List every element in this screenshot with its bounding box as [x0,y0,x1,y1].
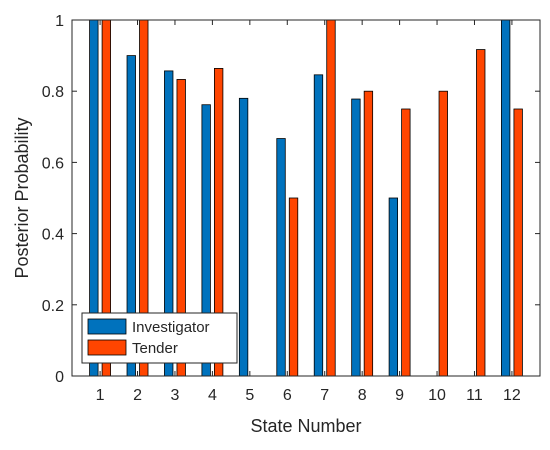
y-axis-label: Posterior Probability [12,117,32,278]
bar-investigator-6 [276,138,286,377]
x-tick-label: 3 [171,387,180,404]
bar-tender-6 [288,197,299,377]
bar-investigator-12 [501,19,511,377]
y-tick-label: 0.6 [42,155,64,172]
bar-investigator-8 [351,98,361,377]
y-tick-label: 0.4 [42,227,64,244]
x-tick-label: 10 [428,387,446,404]
bar-tender-9 [401,108,411,377]
x-tick-label: 7 [320,387,329,404]
x-tick-label: 12 [503,387,521,404]
bar-tender-10 [438,90,448,377]
legend-swatch-investigator [87,318,127,335]
y-tick-label: 0 [55,369,64,386]
legend-label-tender: Tender [132,340,178,357]
x-tick-label: 8 [358,387,367,404]
bar-investigator-9 [388,197,399,377]
y-tick-label: 0.2 [42,298,64,315]
x-tick-label: 4 [208,387,217,404]
legend-swatch-tender [87,339,127,356]
x-tick-label: 11 [466,387,483,404]
bar-tender-11 [476,49,486,377]
legend-label-investigator: Investigator [132,319,210,336]
bar-tender-8 [363,90,374,377]
bar-tender-12 [513,108,523,377]
x-tick-label: 6 [283,387,292,404]
x-tick-label: 5 [245,387,254,404]
x-tick-label: 1 [96,387,105,404]
legend: Investigator Tender [81,312,238,364]
x-tick-label: 9 [395,387,404,404]
y-tick-label: 1 [55,13,64,30]
bar-investigator-5 [238,97,249,377]
plot-frame [71,19,541,377]
x-tick-label: 2 [133,387,142,404]
bar-investigator-7 [313,74,324,377]
y-tick-label: 0.8 [42,84,64,101]
bar-tender-7 [326,19,336,377]
x-axis-label: State Number [250,416,361,436]
